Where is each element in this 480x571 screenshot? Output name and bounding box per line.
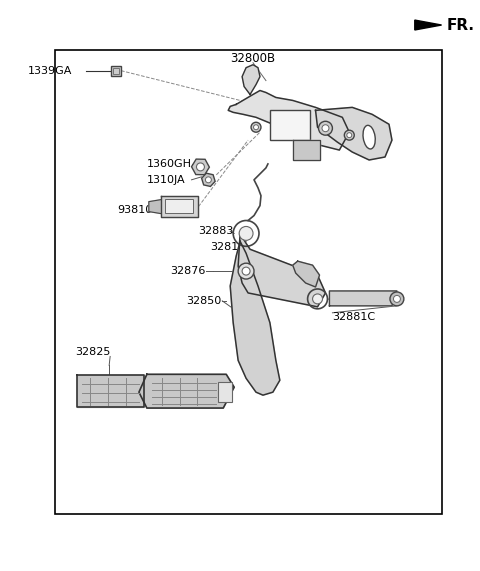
Text: 32883: 32883 [198, 227, 234, 236]
Polygon shape [329, 291, 397, 306]
Circle shape [344, 130, 354, 140]
Bar [55, 50, 442, 514]
Ellipse shape [363, 125, 375, 149]
Text: 32825: 32825 [75, 348, 111, 357]
Polygon shape [228, 91, 349, 150]
Text: 32881C: 32881C [333, 312, 375, 321]
Circle shape [251, 122, 261, 132]
Bar [165, 199, 192, 212]
Text: 1360GH: 1360GH [147, 159, 192, 169]
Bar [111, 66, 121, 75]
Circle shape [394, 295, 400, 303]
Text: 32800B: 32800B [230, 53, 276, 65]
Circle shape [205, 177, 211, 183]
Text: 32850: 32850 [187, 296, 222, 306]
Polygon shape [139, 375, 234, 408]
Bar [270, 110, 310, 140]
Polygon shape [230, 242, 280, 395]
Text: 1339GA: 1339GA [28, 66, 72, 76]
Circle shape [319, 121, 333, 135]
Polygon shape [77, 375, 144, 407]
Circle shape [196, 163, 204, 171]
Text: 32883: 32883 [333, 298, 368, 308]
Polygon shape [293, 140, 320, 160]
Text: FR.: FR. [446, 18, 475, 33]
Circle shape [253, 124, 259, 130]
Polygon shape [315, 107, 392, 160]
Polygon shape [161, 196, 198, 216]
Polygon shape [293, 261, 320, 287]
Circle shape [322, 124, 329, 132]
Text: 93810A: 93810A [117, 204, 160, 215]
Text: 32815: 32815 [210, 242, 246, 252]
Bar [113, 68, 119, 74]
Polygon shape [149, 200, 161, 214]
Circle shape [312, 294, 323, 304]
Polygon shape [238, 234, 325, 307]
Text: 32876: 32876 [171, 266, 206, 276]
Bar [218, 382, 232, 402]
Polygon shape [242, 65, 260, 94]
Circle shape [242, 267, 250, 275]
Text: 1310JA: 1310JA [147, 175, 185, 185]
Circle shape [390, 292, 404, 306]
Polygon shape [415, 20, 442, 30]
Circle shape [238, 263, 254, 279]
Circle shape [347, 132, 352, 138]
Circle shape [239, 227, 253, 240]
